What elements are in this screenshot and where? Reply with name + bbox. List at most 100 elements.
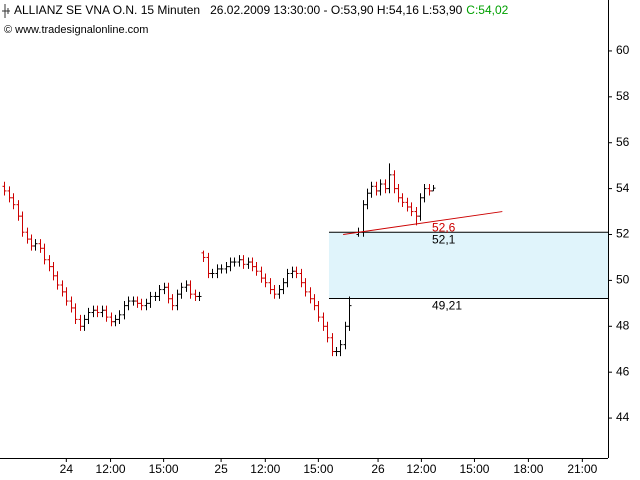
trendline-label: 52,6 xyxy=(432,220,456,234)
zone-upper-label: 52,1 xyxy=(432,232,456,246)
ohlc-bar xyxy=(2,181,7,196)
ohlc-bar xyxy=(113,314,118,327)
ohlc-bar xyxy=(215,264,220,279)
ohlc-bar xyxy=(431,184,436,192)
ohlc-bar xyxy=(78,314,83,331)
ohlc-bar xyxy=(325,321,330,343)
ohlc-bar xyxy=(170,294,175,311)
ohlc-bar xyxy=(197,291,202,302)
ohlc-bar xyxy=(312,294,317,311)
ohlc-bar xyxy=(250,257,255,272)
ohlc-bar xyxy=(33,239,38,251)
ohlc-bar xyxy=(396,184,401,203)
ohlc-bar xyxy=(277,284,282,299)
ohlc-bar xyxy=(268,278,273,295)
ohlc-bar xyxy=(294,266,299,279)
ohlc-bar xyxy=(427,184,432,196)
ohlc-bar xyxy=(409,202,414,217)
y-tick-label: 50 xyxy=(616,273,630,287)
x-tick-label: 15:00 xyxy=(303,462,333,476)
ohlc-bar xyxy=(219,264,224,274)
ohlc-bar xyxy=(232,257,237,267)
ohlc-bar xyxy=(144,298,149,311)
ohlc-bar xyxy=(303,278,308,297)
ohlc-bar xyxy=(135,296,140,308)
chart-subtitle: 26.02.2009 13:30:00 - O:53,90 H:54,16 L:… xyxy=(210,3,463,17)
x-tick-label: 15:00 xyxy=(459,462,489,476)
header: ALLIANZ SE VNA O.N. 15 Minuten 26.02.200… xyxy=(2,3,509,36)
y-tick-label: 46 xyxy=(616,364,630,378)
y-tick-label: 52 xyxy=(616,227,630,241)
ohlc-bar xyxy=(285,268,290,288)
ohlc-bar xyxy=(374,181,379,196)
ohlc-bar xyxy=(148,291,153,308)
ohlc-bar xyxy=(7,186,12,203)
ohlc-bar xyxy=(25,227,30,244)
ohlc-bar xyxy=(418,193,423,221)
ohlc-bar xyxy=(29,234,34,251)
ohlc-bar xyxy=(86,307,91,324)
x-tick-label: 24 xyxy=(60,462,74,476)
ohlc-bar xyxy=(338,340,343,357)
ohlc-bar xyxy=(166,282,171,304)
ohlc-bar xyxy=(162,282,167,295)
y-tick-label: 48 xyxy=(616,318,630,332)
ohlc-bar xyxy=(330,333,335,357)
y-tick-label: 58 xyxy=(616,89,630,103)
ohlc-bar xyxy=(20,211,25,237)
ohlc-bar xyxy=(369,181,374,198)
ohlc-bar xyxy=(378,179,383,196)
ohlc-bar xyxy=(246,257,251,269)
ohlc-bar xyxy=(365,188,370,210)
ohlc-bar xyxy=(157,284,162,302)
ohlc-bar xyxy=(131,296,136,306)
ohlc-bar xyxy=(422,184,427,203)
ohlc-bar xyxy=(272,284,277,299)
ohlc-bar xyxy=(241,255,246,269)
plot-area: 52,1 49,21 52,6 xyxy=(2,163,608,357)
zone-lower-label: 49,21 xyxy=(432,299,462,313)
x-tick-label: 12:00 xyxy=(96,462,126,476)
ohlc-bar xyxy=(405,197,410,212)
x-tick-label: 12:00 xyxy=(250,462,280,476)
ohlc-bar xyxy=(237,255,242,267)
ohlc-bar xyxy=(316,301,321,322)
ohlc-bar xyxy=(69,296,74,313)
ohlc-bar xyxy=(55,271,60,290)
ohlc-bar xyxy=(281,278,286,295)
ohlc-bar xyxy=(263,273,268,288)
ohlc-bar xyxy=(347,296,352,331)
ohlc-bar xyxy=(308,287,313,304)
ohlc-bar xyxy=(193,289,198,302)
y-tick-label: 60 xyxy=(616,43,630,57)
ohlc-bar xyxy=(122,301,127,320)
ohlc-bar xyxy=(201,250,206,263)
ohlc-bar xyxy=(299,268,304,288)
ohlc-bar xyxy=(91,305,96,318)
ohlc-bar xyxy=(228,257,233,272)
ohlc-bar xyxy=(95,305,100,318)
ohlc-bar xyxy=(414,206,419,226)
ohlc-bar xyxy=(11,193,16,210)
ohlc-bar xyxy=(400,193,405,207)
support-zone xyxy=(328,232,608,299)
ohlc-bar xyxy=(51,262,56,281)
ohlc-bar xyxy=(38,239,43,253)
ohlc-bar xyxy=(104,305,109,322)
ohlc-bar xyxy=(206,252,211,279)
ohlc-bar xyxy=(153,291,158,302)
ohlc-bar xyxy=(387,163,392,194)
x-tick-label: 15:00 xyxy=(149,462,179,476)
ohlc-bar xyxy=(73,303,78,324)
y-tick-label: 44 xyxy=(616,410,630,424)
ohlc-bar xyxy=(42,243,47,265)
ohlc-bar xyxy=(259,266,264,283)
ohlc-bar xyxy=(109,312,114,327)
ohlc-bar xyxy=(290,266,295,279)
x-tick-label: 12:00 xyxy=(406,462,436,476)
copyright: © www.tradesignalonline.com xyxy=(4,24,148,36)
ohlc-bar xyxy=(60,280,65,297)
x-tick-label: 26 xyxy=(371,462,385,476)
